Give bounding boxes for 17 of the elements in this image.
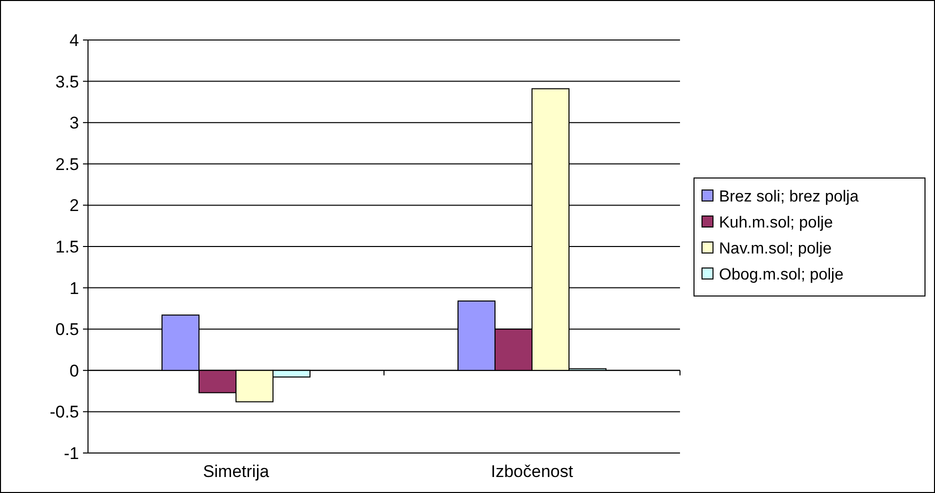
legend-label: Obog.m.sol; polje <box>719 266 844 284</box>
x-tick-label: Izbočenost <box>490 462 574 481</box>
y-tick-label: 1 <box>70 278 79 298</box>
y-tick-label: 3.5 <box>55 72 79 92</box>
y-tick-label: 1.5 <box>55 237 79 256</box>
y-tick-label: 2 <box>70 196 79 216</box>
y-tick-label: 2.5 <box>55 154 79 174</box>
y-tick-label: 0 <box>70 361 79 380</box>
legend-label: Nav.m.sol; polje <box>719 240 832 258</box>
legend-label: Brez soli; brez polja <box>719 188 859 206</box>
y-tick-label: -0.5 <box>50 402 79 422</box>
y-tick-label: 4 <box>70 30 79 50</box>
y-tick-label: -1 <box>64 444 79 463</box>
legend-label: Kuh.m.sol; polje <box>719 214 833 232</box>
y-tick-label: 0.5 <box>55 320 79 340</box>
y-tick-label: 3 <box>70 114 79 133</box>
x-tick-label: Simetrija <box>202 462 270 481</box>
